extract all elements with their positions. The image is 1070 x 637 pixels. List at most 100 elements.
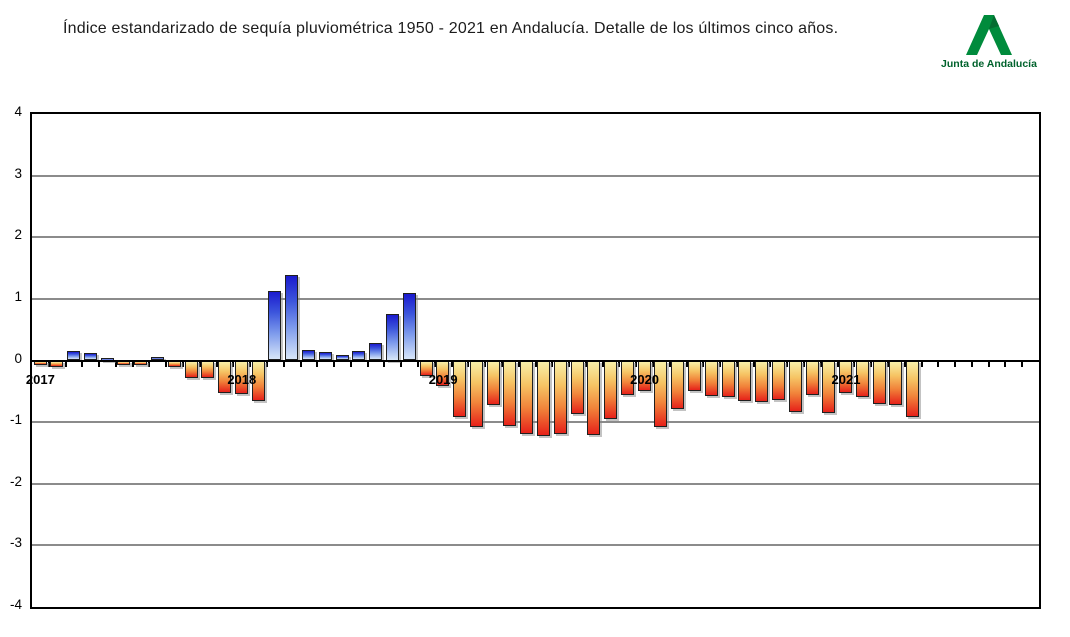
bar-2020-06 xyxy=(721,360,735,398)
month-tick xyxy=(400,361,403,367)
month-tick xyxy=(500,361,503,367)
bar-2019-11 xyxy=(604,360,618,420)
month-tick xyxy=(198,361,201,367)
month-tick xyxy=(853,361,856,367)
month-tick xyxy=(903,361,906,367)
month-tick xyxy=(114,361,117,367)
bar-2020-04 xyxy=(688,360,702,392)
junta-andalucia-logo: Junta de Andalucía xyxy=(934,13,1044,71)
month-tick xyxy=(249,361,252,367)
bar-2019-06 xyxy=(520,360,534,434)
y-axis-label-3: 3 xyxy=(14,165,22,181)
month-tick xyxy=(1021,361,1024,367)
zero-axis-line xyxy=(32,359,1039,362)
month-tick xyxy=(970,361,973,367)
bar-2021-05 xyxy=(906,360,920,418)
bar-2019-07 xyxy=(537,360,550,436)
gridline--2 xyxy=(32,482,1039,485)
month-tick xyxy=(148,361,151,367)
month-tick xyxy=(920,361,923,367)
month-tick xyxy=(215,361,218,367)
y-axis-label-0: 0 xyxy=(14,350,22,366)
month-tick xyxy=(635,361,638,367)
month-tick xyxy=(265,361,268,367)
month-tick xyxy=(81,361,84,367)
month-tick xyxy=(383,361,386,367)
gridline--1 xyxy=(32,421,1039,424)
bar-2019-09 xyxy=(570,360,584,415)
bar-2020-05 xyxy=(704,360,718,396)
month-tick xyxy=(64,361,67,367)
y-axis-label-4: 4 xyxy=(14,104,22,119)
y-axis-label--4: -4 xyxy=(9,597,22,612)
y-axis-label-2: 2 xyxy=(14,227,22,243)
bar-2021-04 xyxy=(889,360,903,406)
bar-2020-02 xyxy=(654,360,668,428)
month-tick xyxy=(1004,361,1007,367)
month-tick xyxy=(182,361,185,367)
bar-2020-11 xyxy=(805,360,819,395)
month-tick xyxy=(551,361,554,367)
month-tick xyxy=(450,361,453,367)
plot-area: 2017 2018 2019 2020 2021 xyxy=(26,112,1041,609)
month-tick xyxy=(651,361,654,367)
month-tick xyxy=(618,361,621,367)
month-tick xyxy=(937,361,940,367)
bar-2018-04 xyxy=(285,275,299,361)
month-tick xyxy=(769,361,772,367)
month-tick xyxy=(316,361,319,367)
bar-2019-03 xyxy=(469,360,483,428)
month-tick xyxy=(517,361,520,367)
bar-2017-10 xyxy=(184,360,198,378)
month-tick xyxy=(870,361,873,367)
bar-2020-07 xyxy=(738,360,752,402)
bar-2020-09 xyxy=(771,360,785,400)
month-tick xyxy=(131,361,134,367)
bar-2018-10 xyxy=(385,314,399,361)
bar-2020-03 xyxy=(671,360,685,409)
junta-andalucia-a-icon xyxy=(966,15,1012,55)
y-axis-label--2: -2 xyxy=(9,473,22,489)
month-tick xyxy=(584,361,587,367)
month-tick xyxy=(232,361,235,367)
year-label-2018: 2018 xyxy=(227,371,257,387)
month-tick xyxy=(786,361,789,367)
month-tick xyxy=(568,361,571,367)
bar-2018-03 xyxy=(268,290,282,361)
month-tick xyxy=(702,361,705,367)
y-axis-label--3: -3 xyxy=(9,535,22,551)
gridline-3 xyxy=(32,174,1039,177)
month-tick xyxy=(299,361,302,367)
month-tick xyxy=(366,361,369,367)
month-tick xyxy=(467,361,470,367)
y-axis-label-1: 1 xyxy=(14,288,22,304)
month-tick xyxy=(484,361,487,367)
bar-2020-12 xyxy=(822,360,836,414)
bar-2017-11 xyxy=(201,360,215,378)
month-tick xyxy=(685,361,688,367)
gridline-1 xyxy=(32,297,1039,300)
junta-andalucia-logo-text: Junta de Andalucía xyxy=(941,58,1037,70)
month-tick xyxy=(534,361,537,367)
month-tick xyxy=(165,361,168,367)
gridline--3 xyxy=(32,544,1039,547)
chart-title: Índice estandarizado de sequía pluviomét… xyxy=(63,20,839,37)
month-tick xyxy=(98,361,101,367)
bar-2017-02 xyxy=(50,360,64,368)
month-tick xyxy=(735,361,738,367)
bar-2018-09 xyxy=(369,343,383,361)
month-tick xyxy=(433,361,436,367)
month-tick xyxy=(47,361,50,367)
month-tick xyxy=(349,361,352,367)
month-tick xyxy=(803,361,806,367)
bar-2020-10 xyxy=(788,360,802,412)
bar-2019-08 xyxy=(553,360,567,434)
month-tick xyxy=(719,361,722,367)
month-tick xyxy=(819,361,822,367)
month-tick xyxy=(417,361,420,367)
month-tick xyxy=(282,361,285,367)
month-tick xyxy=(601,361,604,367)
bar-2019-05 xyxy=(503,360,517,426)
bar-2019-10 xyxy=(587,360,601,436)
